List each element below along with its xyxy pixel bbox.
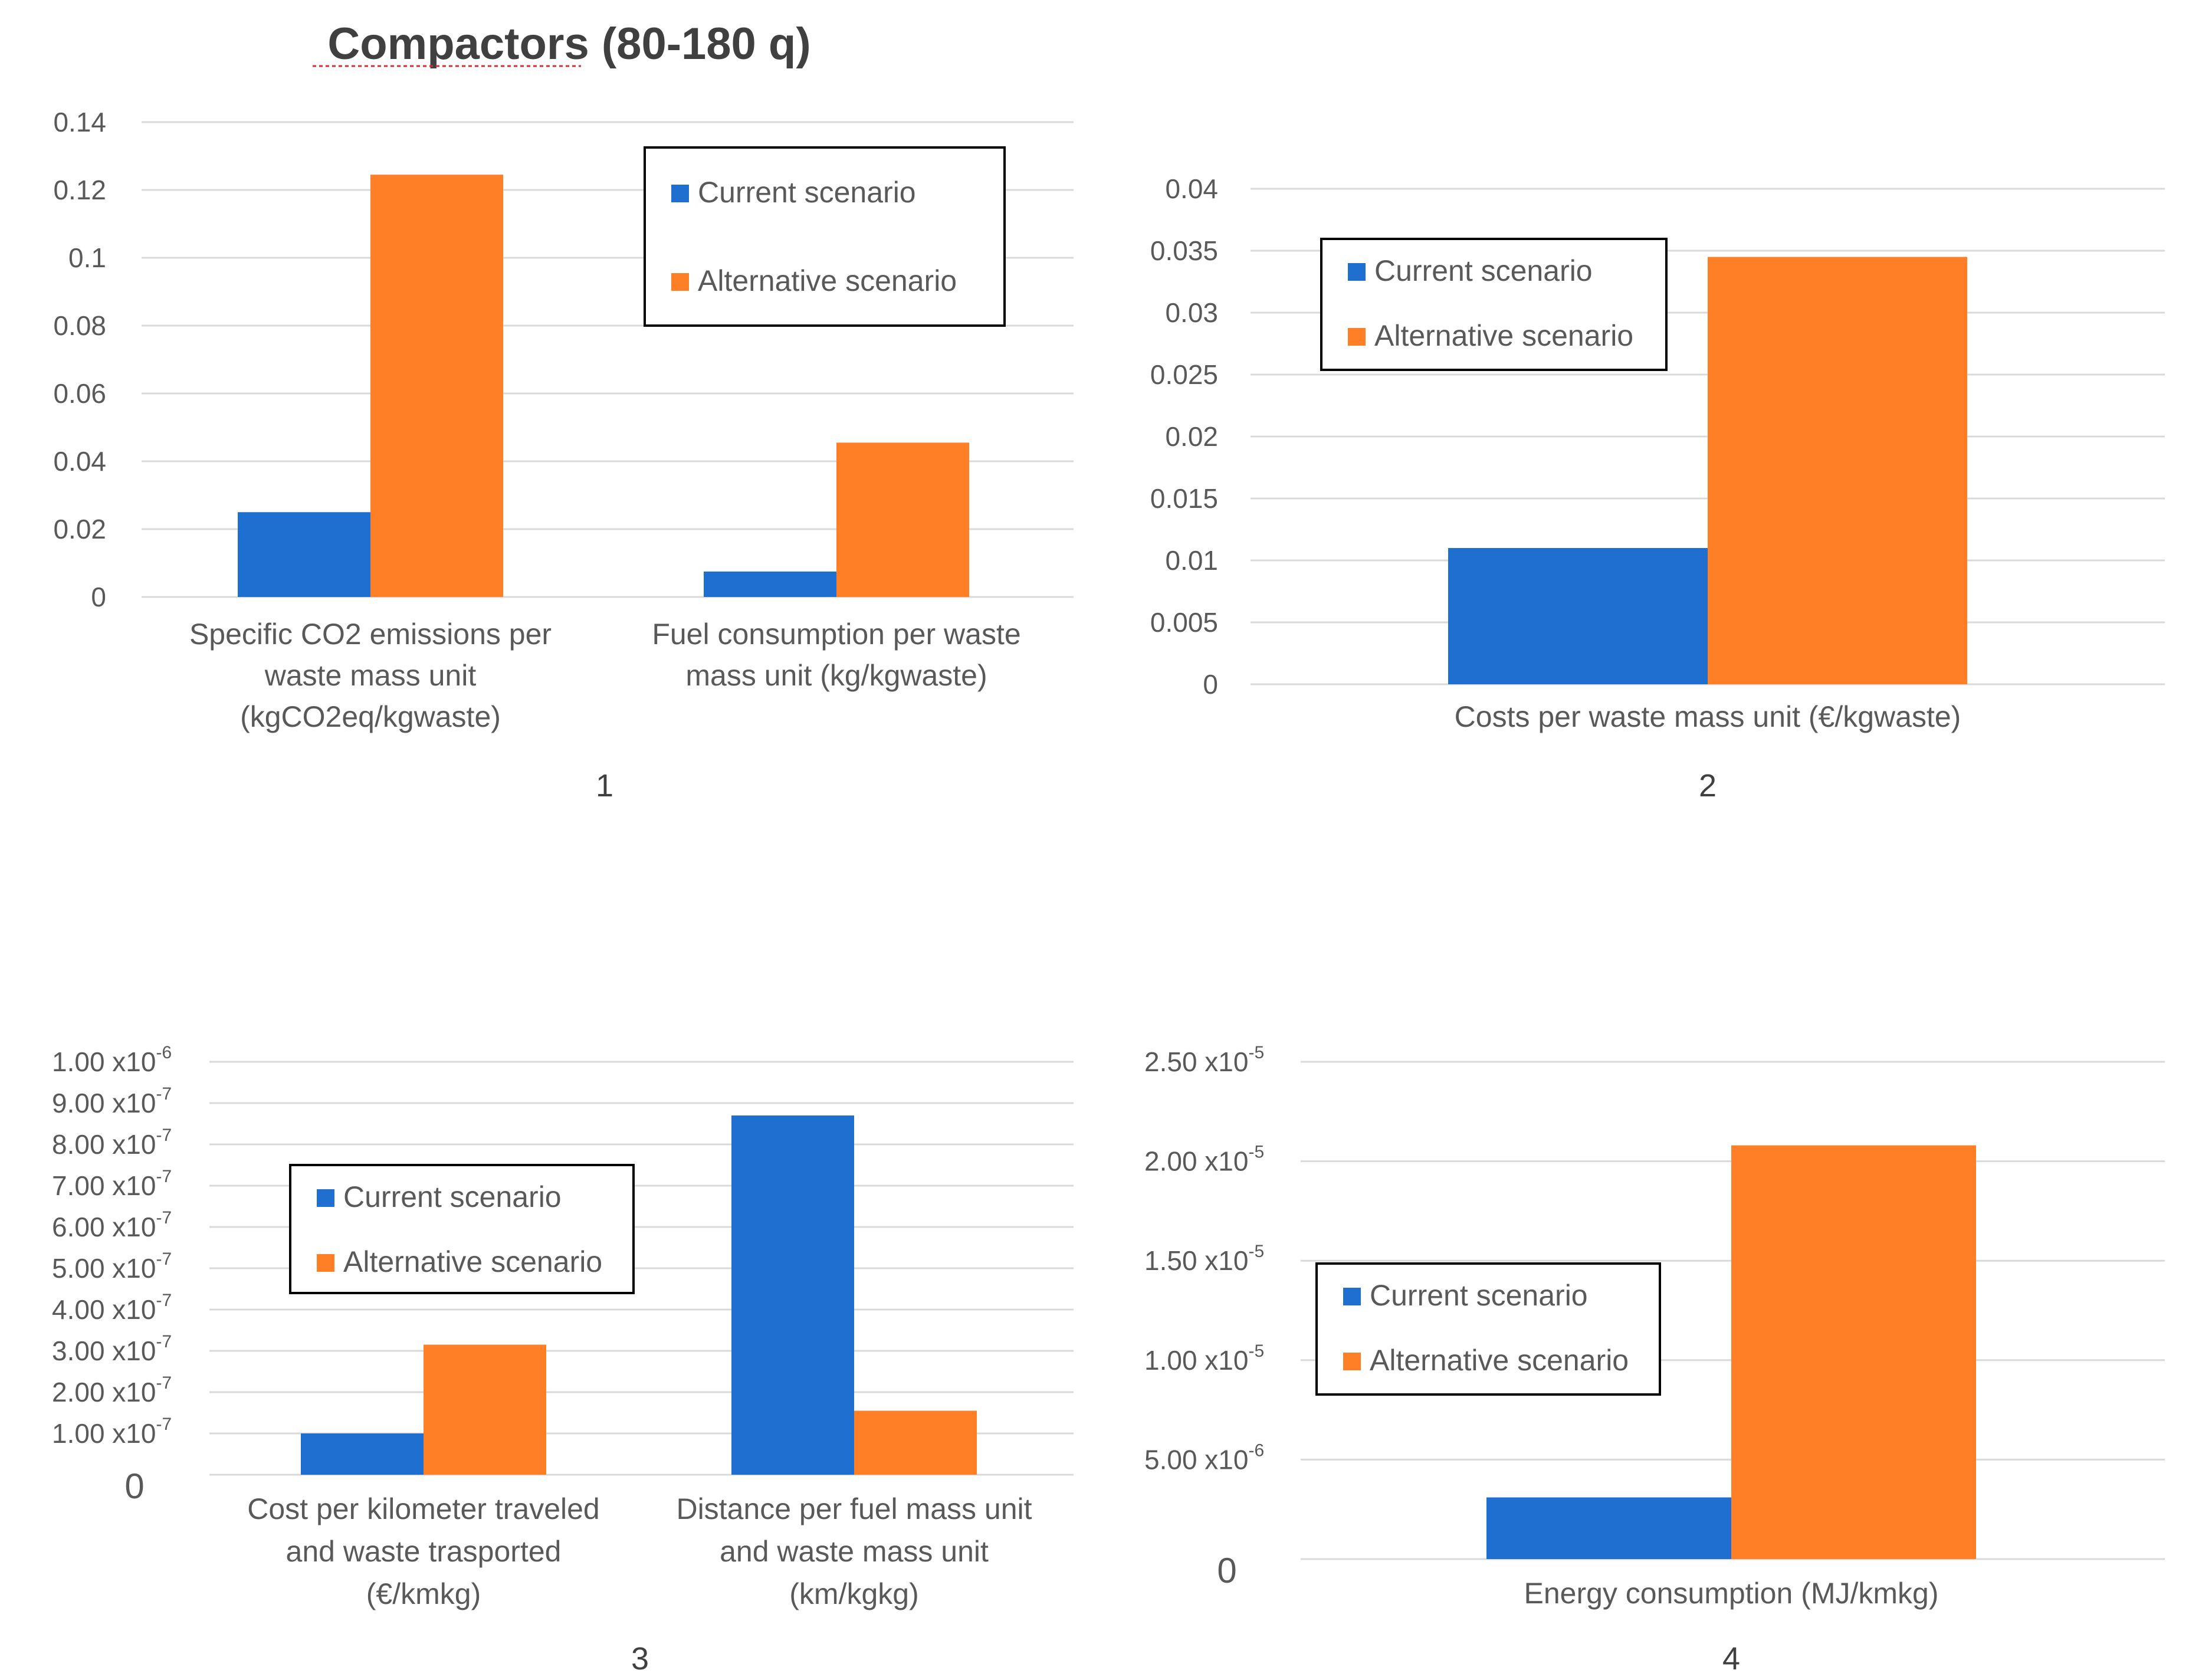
bar-current: [1486, 1497, 1731, 1559]
y-tick-label: 1.00 x10-5: [1144, 1341, 1264, 1376]
y-tick-label: 4.00 x10-7: [52, 1291, 172, 1325]
legend-swatch: [671, 185, 689, 202]
y-tick-label: 7.00 x10-7: [52, 1167, 172, 1201]
y-tick-label: 0: [1203, 669, 1218, 700]
legend-swatch: [1348, 328, 1366, 346]
y-tick-label: 0.12: [53, 175, 106, 205]
x-category-label: Distance per fuel mass unit: [676, 1492, 1032, 1525]
y-tick-label: 0.005: [1150, 607, 1218, 638]
y-tick-label: 1.00 x10-6: [52, 1043, 172, 1077]
bar-current: [238, 512, 370, 597]
x-category-label: Energy consumption (MJ/kmkg): [1524, 1577, 1938, 1610]
legend-label: Current scenario: [698, 176, 916, 209]
legend-label: Current scenario: [1374, 254, 1593, 287]
legend-box: [289, 1164, 635, 1294]
legend-swatch: [671, 273, 689, 291]
x-category-label: Specific CO2 emissions per: [189, 618, 552, 651]
y-tick-label: 0.01: [1165, 545, 1218, 576]
bar-current: [704, 571, 836, 597]
y-tick-label: 0.035: [1150, 235, 1218, 266]
legend-label: Alternative scenario: [1370, 1344, 1629, 1377]
y-tick-label: 6.00 x10-7: [52, 1208, 172, 1242]
chart-panel-1: 0 0.02 0.04 0.06 0.08 0.1 0.12 0.14 Specific CO2…: [53, 107, 1074, 803]
y-tick-label: 0.025: [1150, 359, 1218, 390]
bar-alternative: [424, 1344, 546, 1475]
x-category-label: (km/kgkg): [789, 1577, 918, 1610]
bar-alternative: [836, 442, 969, 597]
bar-current: [1448, 548, 1708, 684]
x-category-label: (kgCO2eq/kgwaste): [240, 700, 501, 733]
y-tick-label: 0.02: [1165, 421, 1218, 452]
legend-label: Alternative scenario: [698, 264, 957, 297]
legend-swatch: [1343, 1288, 1361, 1305]
panel-number: 2: [1699, 768, 1717, 803]
panel-number: 4: [1722, 1641, 1740, 1676]
x-category-label: Costs per waste mass unit (€/kgwaste): [1455, 700, 1961, 733]
x-category-label: Fuel consumption per waste: [652, 618, 1020, 651]
bar-alternative: [370, 175, 503, 597]
bar-alternative: [854, 1410, 977, 1475]
y-tick-label: 5.00 x10-7: [52, 1249, 172, 1284]
bar-alternative: [1731, 1145, 1976, 1559]
bar-alternative: [1708, 257, 1967, 684]
y-tick-label: 2.50 x10-5: [1144, 1043, 1264, 1077]
legend-swatch: [317, 1189, 334, 1207]
y-tick-label: 8.00 x10-7: [52, 1126, 172, 1160]
x-category-label: mass unit (kg/kgwaste): [685, 659, 987, 692]
legend-box: [644, 146, 1006, 327]
y-tick-label: 0.04: [1165, 173, 1218, 204]
legend-label: Alternative scenario: [1374, 319, 1633, 352]
bar-current: [731, 1115, 854, 1475]
chart-panel-2: 0 0.005 0.01 0.015 0.02 0.025 0.03 0.035 0.04 Cos…: [1150, 173, 2165, 803]
legend-swatch: [1343, 1353, 1361, 1370]
x-category-label: Cost per kilometer traveled: [247, 1492, 599, 1525]
y-tick-label: 0.14: [53, 107, 106, 137]
legend-label: Current scenario: [1370, 1279, 1588, 1312]
y-tick-label: 0.1: [68, 242, 106, 273]
x-category-label: and waste trasported: [286, 1535, 562, 1568]
y-tick-label: 0.03: [1165, 297, 1218, 328]
y-tick-label: 0: [1217, 1551, 1236, 1590]
legend-label: Current scenario: [343, 1180, 562, 1213]
y-tick-label: 0.04: [53, 446, 106, 477]
y-tick-label: 9.00 x10-7: [52, 1084, 172, 1118]
x-category-label: and waste mass unit: [720, 1535, 989, 1568]
y-tick-label: 2.00 x10-5: [1144, 1143, 1264, 1177]
y-tick-label: 0.08: [53, 310, 106, 341]
y-tick-label: 3.00 x10-7: [52, 1332, 172, 1366]
y-tick-label: 2.00 x10-7: [52, 1373, 172, 1407]
y-tick-label: 1.00 x10-7: [52, 1415, 172, 1449]
legend-box: [1315, 1262, 1661, 1396]
panel-number: 3: [631, 1641, 649, 1676]
figure-title: Compactors (80-180 q): [327, 19, 810, 69]
legend-label: Alternative scenario: [343, 1245, 602, 1278]
panel-number: 1: [596, 768, 613, 803]
y-tick-label: 0.02: [53, 514, 106, 544]
chart-panel-3: 0 1.00 x10-7 2.00 x10-7 3.00 x10-7 4.00 x10-…: [52, 1043, 1074, 1676]
legend-swatch: [317, 1254, 334, 1272]
x-category-label: (€/kmkg): [366, 1577, 481, 1610]
y-tick-label: 0.06: [53, 378, 106, 409]
y-tick-label: 5.00 x10-6: [1144, 1441, 1264, 1475]
y-tick-label: 0.015: [1150, 483, 1218, 514]
legend-swatch: [1348, 263, 1366, 281]
chart-panel-4: 0 5.00 x10-6 1.00 x10-5 1.50 x10-5 2.00 x10-…: [1144, 1043, 2165, 1676]
bar-current: [301, 1433, 424, 1475]
y-tick-label: 0: [124, 1466, 144, 1506]
x-category-label: waste mass unit: [264, 659, 477, 692]
y-tick-label: 1.50 x10-5: [1144, 1242, 1264, 1276]
y-tick-label: 0: [91, 582, 106, 612]
legend-box: [1320, 238, 1668, 371]
